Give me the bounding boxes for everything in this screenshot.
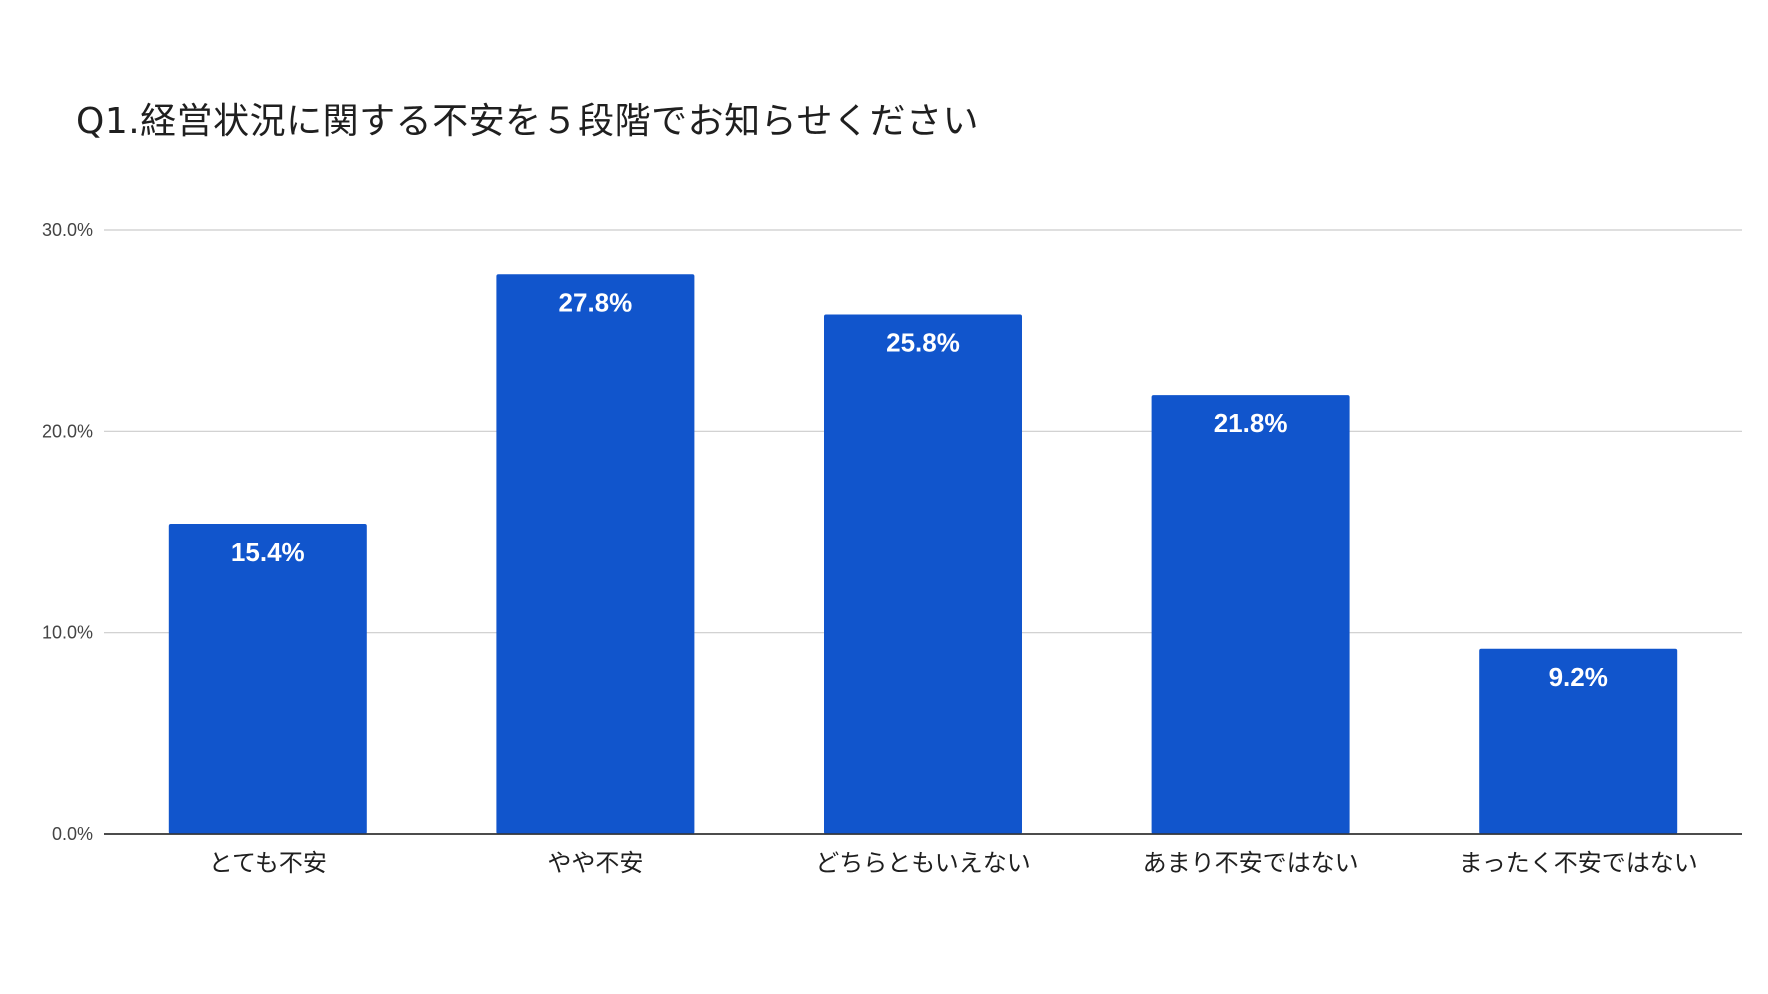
x-category-label: まったく不安ではない [1459,849,1698,877]
y-tick-label: 30.0% [42,220,93,240]
bar [824,314,1022,834]
bar [496,274,695,834]
data-label: 15.4% [231,537,305,567]
bar [1479,648,1678,834]
x-category-label: やや不安 [547,849,643,877]
data-label: 25.8% [886,328,960,358]
bar [168,523,367,834]
x-category-label: あまり不安ではない [1143,849,1359,877]
bar [1151,395,1350,834]
chart-title: Q1.経営状況に関する不安を５段階でお知らせください [76,101,979,142]
x-category-label: とても不安 [209,849,327,877]
data-label: 9.2% [1549,662,1608,692]
y-tick-label: 10.0% [42,623,93,643]
data-label: 21.8% [1214,408,1288,438]
y-tick-label: 0.0% [52,824,93,844]
data-label: 27.8% [559,287,633,317]
x-category-label: どちらともいえない [815,849,1031,877]
y-tick-label: 20.0% [42,421,93,441]
